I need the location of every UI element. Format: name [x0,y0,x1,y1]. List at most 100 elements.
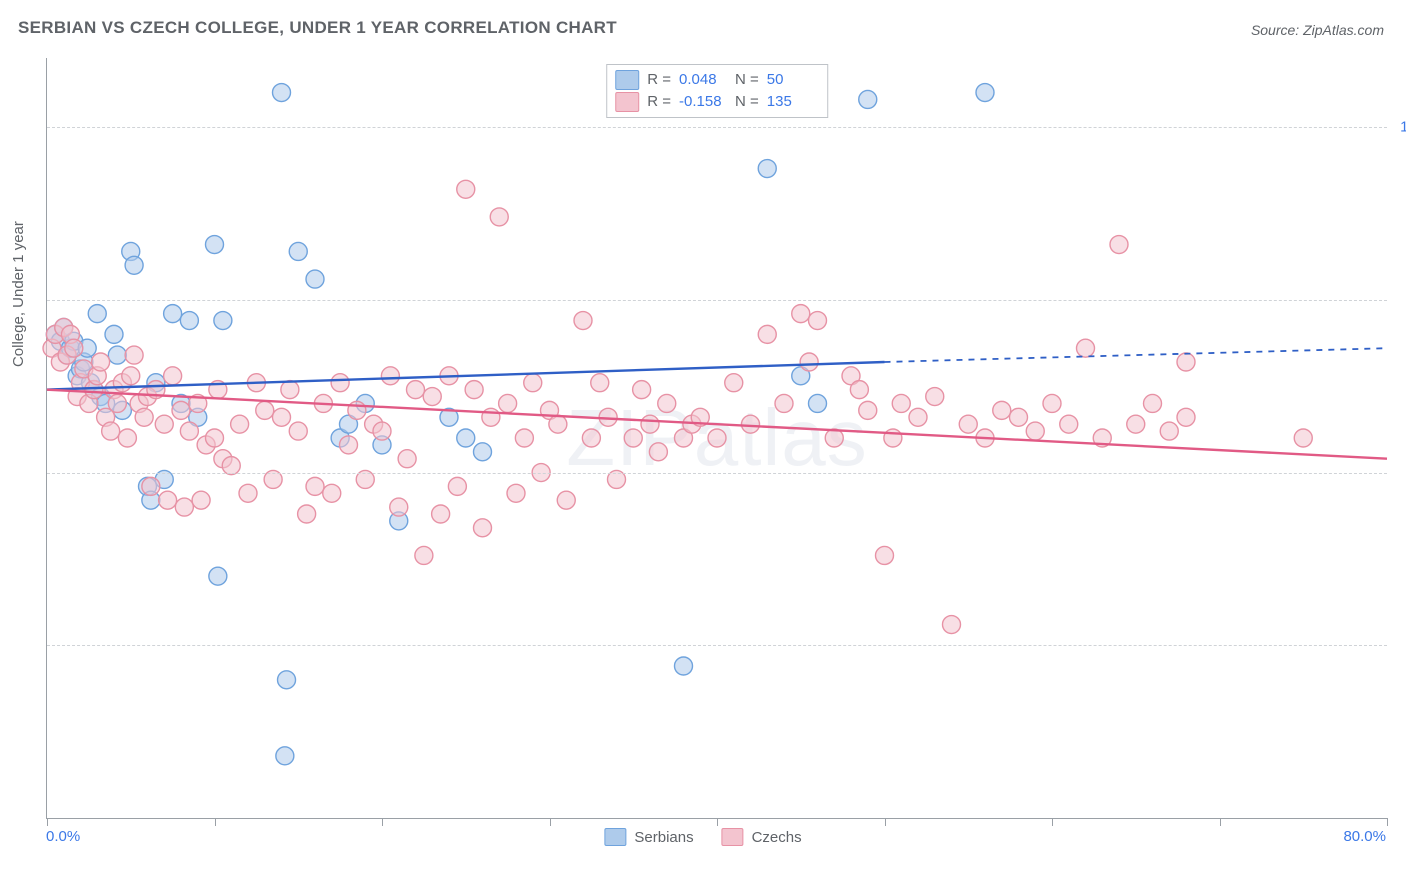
x-tick [382,818,383,826]
scatter-point [675,657,693,675]
scatter-chart [47,58,1387,818]
scatter-point [515,429,533,447]
x-tick [1387,818,1388,826]
scatter-point [574,312,592,330]
r-value-czechs: -0.158 [679,91,727,113]
x-tick [47,818,48,826]
scatter-point [758,160,776,178]
scatter-point [192,491,210,509]
scatter-point [125,256,143,274]
scatter-point [457,180,475,198]
scatter-point [1177,408,1195,426]
scatter-point [775,394,793,412]
scatter-point [993,401,1011,419]
scatter-point [1294,429,1312,447]
x-tick [215,818,216,826]
scatter-point [407,381,425,399]
scatter-point [876,546,894,564]
scatter-point [909,408,927,426]
scatter-point [850,381,868,399]
scatter-point [340,436,358,454]
scatter-point [206,429,224,447]
scatter-point [180,422,198,440]
scatter-point [708,429,726,447]
scatter-point [482,408,500,426]
scatter-point [809,312,827,330]
legend-label: Serbians [634,829,693,846]
scatter-point [415,546,433,564]
scatter-point [155,415,173,433]
legend-item-serbians: Serbians [604,828,693,846]
scatter-point [118,429,136,447]
scatter-point [457,429,475,447]
scatter-point [175,498,193,516]
scatter-point [926,388,944,406]
scatter-point [180,312,198,330]
scatter-point [159,491,177,509]
scatter-point [142,477,160,495]
r-value-serbians: 0.048 [679,69,727,91]
scatter-point [432,505,450,523]
scatter-point [306,270,324,288]
source-label: Source: ZipAtlas.com [1251,22,1384,38]
scatter-point [499,394,517,412]
legend-swatch-serbians [615,70,639,90]
scatter-point [423,388,441,406]
scatter-point [102,422,120,440]
scatter-point [809,394,827,412]
scatter-point [649,443,667,461]
scatter-point [289,422,307,440]
scatter-point [239,484,257,502]
scatter-point [859,401,877,419]
scatter-point [108,394,126,412]
scatter-point [108,346,126,364]
legend-stats-row-czechs: R =-0.158 N =135 [615,91,815,113]
scatter-point [1010,408,1028,426]
scatter-point [105,325,123,343]
scatter-point [1077,339,1095,357]
bottom-legend: Serbians Czechs [604,828,801,846]
scatter-point [465,381,483,399]
scatter-point [164,367,182,385]
scatter-point [641,415,659,433]
scatter-point [373,422,391,440]
scatter-point [1110,236,1128,254]
scatter-point [256,401,274,419]
scatter-point [231,415,249,433]
scatter-point [524,374,542,392]
legend-stats-row-serbians: R =0.048 N =50 [615,69,815,91]
legend-swatch-icon [722,828,744,846]
scatter-point [658,394,676,412]
scatter-point [92,353,110,371]
chart-title: SERBIAN VS CZECH COLLEGE, UNDER 1 YEAR C… [18,18,617,38]
scatter-point [1060,415,1078,433]
scatter-point [323,484,341,502]
scatter-point [398,450,416,468]
plot-area: ZIPatlas R =0.048 N =50 R =-0.158 N =135… [46,58,1387,819]
scatter-point [490,208,508,226]
grid-line [47,300,1387,301]
scatter-point [273,84,291,102]
scatter-point [1127,415,1145,433]
scatter-point [278,671,296,689]
scatter-point [390,498,408,516]
scatter-point [348,401,366,419]
legend-item-czechs: Czechs [722,828,802,846]
scatter-point [1043,394,1061,412]
scatter-point [474,519,492,537]
scatter-point [892,394,910,412]
scatter-point [172,401,190,419]
legend-swatch-icon [604,828,626,846]
scatter-point [758,325,776,343]
scatter-point [976,84,994,102]
scatter-point [214,312,232,330]
scatter-point [164,305,182,323]
grid-line [47,473,1387,474]
y-tick-label: 75.0% [1395,291,1406,308]
scatter-point [298,505,316,523]
legend-swatch-czechs [615,92,639,112]
y-tick-label: 100.0% [1395,119,1406,136]
grid-line [47,645,1387,646]
scatter-point [381,367,399,385]
scatter-point [792,305,810,323]
